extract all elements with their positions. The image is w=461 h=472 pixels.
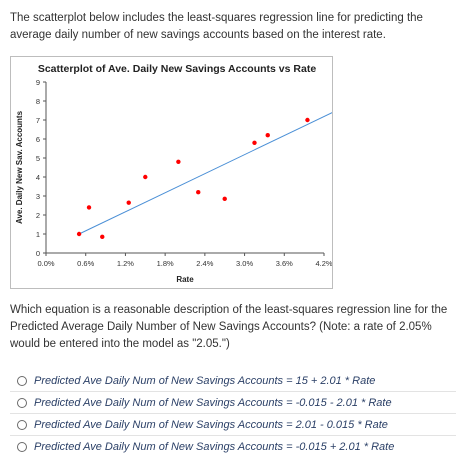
x-tick-label: 0.6% bbox=[77, 259, 94, 268]
data-point bbox=[143, 174, 148, 180]
data-point bbox=[265, 133, 270, 138]
x-tick-label: 0.0% bbox=[37, 259, 54, 268]
chart-title: Scatterplot of Ave. Daily New Savings Ac… bbox=[38, 63, 316, 75]
data-point bbox=[100, 234, 105, 240]
y-tick-label: 1 bbox=[36, 230, 40, 239]
x-tick-label: 1.2% bbox=[117, 259, 134, 268]
answer-options: Predicted Ave Daily Num of New Savings A… bbox=[10, 370, 456, 457]
answer-option-label: Predicted Ave Daily Num of New Savings A… bbox=[34, 418, 388, 431]
y-tick-label: 6 bbox=[36, 135, 40, 144]
radio-button[interactable] bbox=[17, 375, 27, 386]
y-tick-label: 7 bbox=[36, 116, 40, 125]
x-tick-label: 3.0% bbox=[236, 259, 253, 268]
y-tick-label: 8 bbox=[36, 97, 40, 106]
answer-option-label: Predicted Ave Daily Num of New Savings A… bbox=[34, 374, 376, 387]
answer-option-2[interactable]: Predicted Ave Daily Num of New Savings A… bbox=[10, 392, 456, 414]
answer-option-label: Predicted Ave Daily Num of New Savings A… bbox=[34, 396, 392, 409]
data-point bbox=[86, 205, 92, 210]
answer-option-1[interactable]: Predicted Ave Daily Num of New Savings A… bbox=[10, 370, 456, 392]
radio-button[interactable] bbox=[17, 419, 27, 430]
y-tick-label: 0 bbox=[36, 249, 40, 258]
data-point bbox=[126, 200, 131, 205]
answer-option-3[interactable]: Predicted Ave Daily Num of New Savings A… bbox=[10, 414, 456, 436]
question-text: Which equation is a reasonable descripti… bbox=[10, 304, 448, 350]
x-tick-label: 4.2% bbox=[315, 259, 332, 268]
y-tick-label: 9 bbox=[36, 78, 40, 87]
scatterplot-svg: Scatterplot of Ave. Daily New Savings Ac… bbox=[15, 63, 332, 284]
x-tick-label: 2.4% bbox=[196, 259, 213, 268]
y-tick-label: 5 bbox=[36, 154, 40, 163]
x-axis-label: Rate bbox=[176, 275, 194, 284]
data-point bbox=[252, 140, 257, 145]
data-point bbox=[76, 231, 82, 237]
data-point bbox=[222, 196, 227, 202]
y-tick-label: 2 bbox=[36, 211, 40, 220]
x-tick-label: 3.6% bbox=[276, 259, 293, 268]
intro-text: The scatterplot below includes the least… bbox=[10, 12, 423, 41]
data-point bbox=[305, 117, 310, 123]
y-axis-label: Ave. Daily New Sav. Accounts bbox=[15, 110, 24, 224]
data-point bbox=[196, 190, 201, 195]
radio-button[interactable] bbox=[17, 441, 27, 452]
regression-line bbox=[78, 112, 332, 235]
answer-option-label: Predicted Ave Daily Num of New Savings A… bbox=[34, 440, 395, 453]
y-tick-label: 3 bbox=[36, 192, 40, 201]
radio-button[interactable] bbox=[17, 397, 27, 408]
x-tick-label: 1.8% bbox=[157, 259, 174, 268]
y-tick-label: 4 bbox=[36, 173, 40, 182]
answer-option-4[interactable]: Predicted Ave Daily Num of New Savings A… bbox=[10, 436, 456, 457]
data-point bbox=[176, 159, 181, 164]
scatterplot-chart: Scatterplot of Ave. Daily New Savings Ac… bbox=[10, 56, 333, 289]
